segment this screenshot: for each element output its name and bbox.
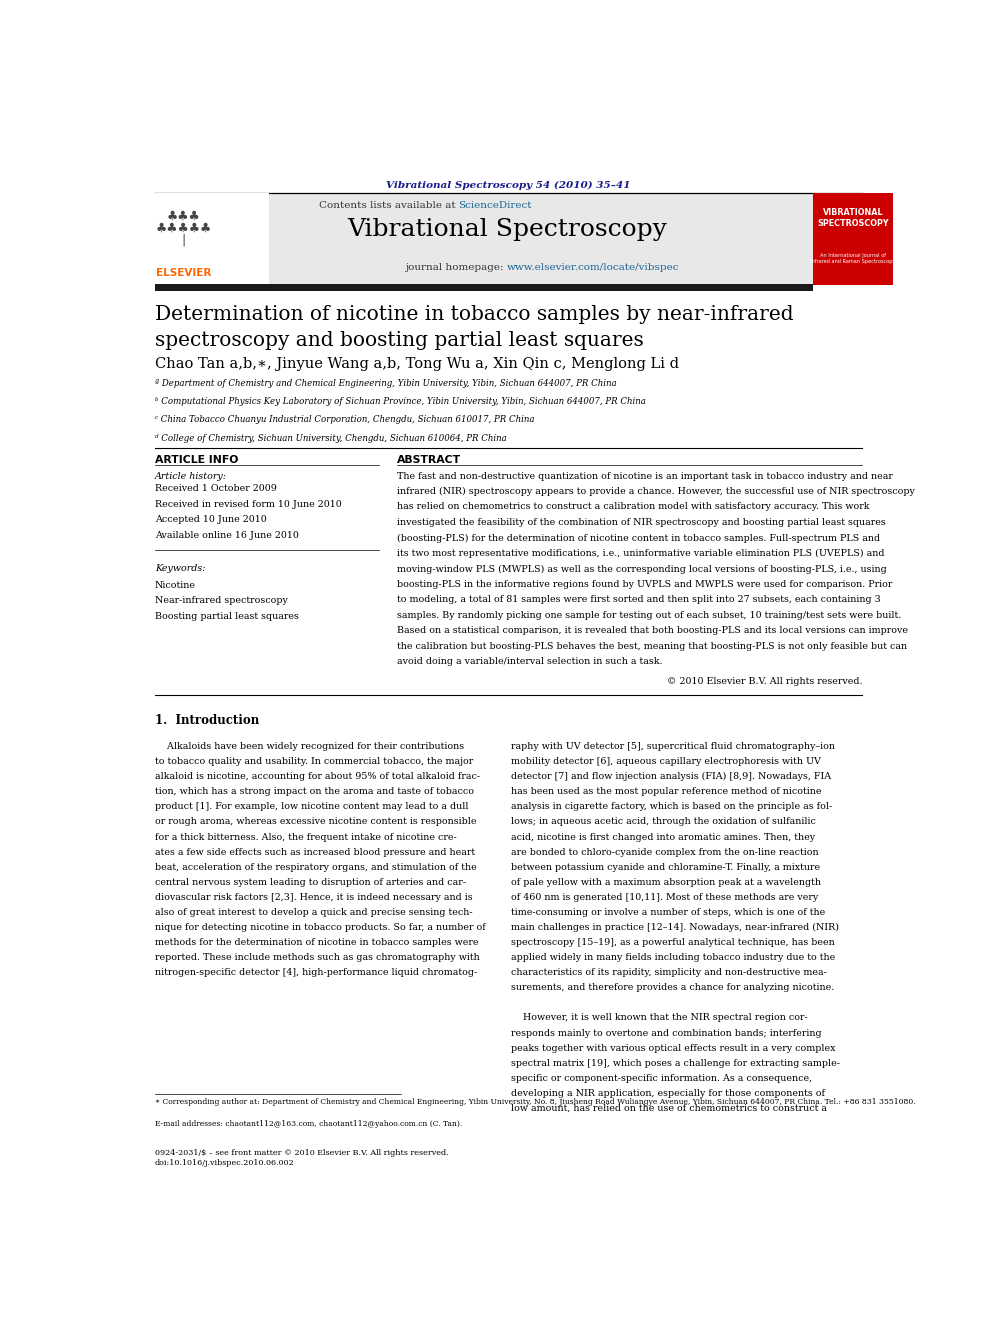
Text: boosting-PLS in the informative regions found by UVPLS and MWPLS were used for c: boosting-PLS in the informative regions … — [397, 579, 892, 589]
Text: Contents lists available at: Contents lists available at — [318, 201, 458, 209]
Text: Article history:: Article history: — [155, 471, 227, 480]
Text: © 2010 Elsevier B.V. All rights reserved.: © 2010 Elsevier B.V. All rights reserved… — [667, 677, 862, 685]
Text: E-mail addresses: chaotant112@163.com, chaotant112@yahoo.com.cn (C. Tan).: E-mail addresses: chaotant112@163.com, c… — [155, 1121, 462, 1129]
Text: raphy with UV detector [5], supercritical fluid chromatography–ion: raphy with UV detector [5], supercritica… — [511, 742, 834, 751]
Text: The fast and non-destructive quantization of nicotine is an important task in to: The fast and non-destructive quantizatio… — [397, 471, 893, 480]
Bar — [155, 193, 269, 284]
Text: surements, and therefore provides a chance for analyzing nicotine.: surements, and therefore provides a chan… — [511, 983, 834, 992]
Text: low amount, has relied on the use of chemometrics to construct a: low amount, has relied on the use of che… — [511, 1103, 826, 1113]
Text: diovascular risk factors [2,3]. Hence, it is indeed necessary and is: diovascular risk factors [2,3]. Hence, i… — [155, 893, 472, 902]
Text: Received in revised form 10 June 2010: Received in revised form 10 June 2010 — [155, 500, 341, 508]
Text: spectral matrix [19], which poses a challenge for extracting sample-: spectral matrix [19], which poses a chal… — [511, 1058, 839, 1068]
Text: the calibration but boosting-PLS behaves the best, meaning that boosting-PLS is : the calibration but boosting-PLS behaves… — [397, 642, 907, 651]
Text: for a thick bitterness. Also, the frequent intake of nicotine cre-: for a thick bitterness. Also, the freque… — [155, 832, 456, 841]
Text: investigated the feasibility of the combination of NIR spectroscopy and boosting: investigated the feasibility of the comb… — [397, 519, 886, 527]
Text: applied widely in many fields including tobacco industry due to the: applied widely in many fields including … — [511, 953, 835, 962]
Text: spectroscopy and boosting partial least squares: spectroscopy and boosting partial least … — [155, 331, 644, 349]
Text: Boosting partial least squares: Boosting partial least squares — [155, 613, 299, 620]
Text: detector [7] and flow injection analysis (FIA) [8,9]. Nowadays, FIA: detector [7] and flow injection analysis… — [511, 773, 831, 782]
Text: ABSTRACT: ABSTRACT — [397, 455, 461, 466]
Text: doi:10.1016/j.vibspec.2010.06.002: doi:10.1016/j.vibspec.2010.06.002 — [155, 1159, 295, 1167]
Text: beat, acceleration of the respiratory organs, and stimulation of the: beat, acceleration of the respiratory or… — [155, 863, 476, 872]
Text: Received 1 October 2009: Received 1 October 2009 — [155, 484, 277, 492]
Text: ♣♣♣
♣♣♣♣♣
  |: ♣♣♣ ♣♣♣♣♣ | — [156, 209, 212, 246]
Bar — [812, 193, 893, 284]
Text: avoid doing a variable/interval selection in such a task.: avoid doing a variable/interval selectio… — [397, 658, 663, 667]
Text: journal homepage:: journal homepage: — [405, 263, 507, 273]
Text: ᵇ Computational Physics Key Laboratory of Sichuan Province, Yibin University, Yi: ᵇ Computational Physics Key Laboratory o… — [155, 397, 646, 406]
Text: nique for detecting nicotine in tobacco products. So far, a number of: nique for detecting nicotine in tobacco … — [155, 923, 485, 931]
Text: ScienceDirect: ScienceDirect — [458, 201, 532, 209]
Text: Vibrational Spectroscopy 54 (2010) 35–41: Vibrational Spectroscopy 54 (2010) 35–41 — [386, 181, 631, 191]
Text: also of great interest to develop a quick and precise sensing tech-: also of great interest to develop a quic… — [155, 908, 472, 917]
Text: Chao Tan a,b,∗, Jinyue Wang a,b, Tong Wu a, Xin Qin c, Menglong Li d: Chao Tan a,b,∗, Jinyue Wang a,b, Tong Wu… — [155, 357, 679, 372]
Text: 0924-2031/$ – see front matter © 2010 Elsevier B.V. All rights reserved.: 0924-2031/$ – see front matter © 2010 El… — [155, 1148, 448, 1156]
Text: Determination of nicotine in tobacco samples by near-infrared: Determination of nicotine in tobacco sam… — [155, 306, 794, 324]
Text: specific or component-specific information. As a consequence,: specific or component-specific informati… — [511, 1074, 811, 1082]
Text: to tobacco quality and usability. In commercial tobacco, the major: to tobacco quality and usability. In com… — [155, 757, 473, 766]
Text: spectroscopy [15–19], as a powerful analytical technique, has been: spectroscopy [15–19], as a powerful anal… — [511, 938, 834, 947]
Text: However, it is well known that the NIR spectral region cor-: However, it is well known that the NIR s… — [511, 1013, 807, 1023]
Text: Near-infrared spectroscopy: Near-infrared spectroscopy — [155, 597, 288, 606]
Text: of pale yellow with a maximum absorption peak at a wavelength: of pale yellow with a maximum absorption… — [511, 877, 820, 886]
Text: mobility detector [6], aqueous capillary electrophoresis with UV: mobility detector [6], aqueous capillary… — [511, 757, 820, 766]
Text: ∗ Corresponding author at: Department of Chemistry and Chemical Engineering, Yib: ∗ Corresponding author at: Department of… — [155, 1098, 916, 1106]
Text: between potassium cyanide and chloramine-T. Finally, a mixture: between potassium cyanide and chloramine… — [511, 863, 819, 872]
Text: samples. By randomly picking one sample for testing out of each subset, 10 train: samples. By randomly picking one sample … — [397, 611, 901, 620]
Text: its two most representative modifications, i.e., uninformative variable eliminat: its two most representative modification… — [397, 549, 885, 558]
Text: ARTICLE INFO: ARTICLE INFO — [155, 455, 238, 466]
Text: Available online 16 June 2010: Available online 16 June 2010 — [155, 531, 299, 540]
Text: www.elsevier.com/locate/vibspec: www.elsevier.com/locate/vibspec — [507, 263, 680, 273]
Text: responds mainly to overtone and combination bands; interfering: responds mainly to overtone and combinat… — [511, 1028, 821, 1037]
Text: An International Journal of
Infrared and Raman Spectroscopy: An International Journal of Infrared and… — [810, 253, 896, 265]
Text: product [1]. For example, low nicotine content may lead to a dull: product [1]. For example, low nicotine c… — [155, 802, 468, 811]
Text: peaks together with various optical effects result in a very complex: peaks together with various optical effe… — [511, 1044, 835, 1053]
Text: ates a few side effects such as increased blood pressure and heart: ates a few side effects such as increase… — [155, 848, 475, 856]
Text: Based on a statistical comparison, it is revealed that both boosting-PLS and its: Based on a statistical comparison, it is… — [397, 626, 908, 635]
Text: are bonded to chloro-cyanide complex from the on-line reaction: are bonded to chloro-cyanide complex fro… — [511, 848, 818, 856]
Text: lows; in aqueous acetic acid, through the oxidation of sulfanilic: lows; in aqueous acetic acid, through th… — [511, 818, 815, 827]
Text: (boosting-PLS) for the determination of nicotine content in tobacco samples. Ful: (boosting-PLS) for the determination of … — [397, 533, 880, 542]
Text: alkaloid is nicotine, accounting for about 95% of total alkaloid frac-: alkaloid is nicotine, accounting for abo… — [155, 773, 480, 781]
Text: ᵈ College of Chemistry, Sichuan University, Chengdu, Sichuan 610064, PR China: ᵈ College of Chemistry, Sichuan Universi… — [155, 434, 507, 443]
Text: methods for the determination of nicotine in tobacco samples were: methods for the determination of nicotin… — [155, 938, 478, 947]
Bar — [155, 193, 812, 284]
Text: developing a NIR application, especially for those components of: developing a NIR application, especially… — [511, 1089, 824, 1098]
Text: Alkaloids have been widely recognized for their contributions: Alkaloids have been widely recognized fo… — [155, 742, 464, 751]
Text: Keywords:: Keywords: — [155, 564, 205, 573]
Text: central nervous system leading to disruption of arteries and car-: central nervous system leading to disrup… — [155, 877, 466, 886]
Text: tion, which has a strong impact on the aroma and taste of tobacco: tion, which has a strong impact on the a… — [155, 787, 474, 796]
Text: infrared (NIR) spectroscopy appears to provide a chance. However, the successful: infrared (NIR) spectroscopy appears to p… — [397, 487, 915, 496]
Text: ELSEVIER: ELSEVIER — [157, 267, 211, 278]
Text: has relied on chemometrics to construct a calibration model with satisfactory ac: has relied on chemometrics to construct … — [397, 503, 869, 512]
Text: time-consuming or involve a number of steps, which is one of the: time-consuming or involve a number of st… — [511, 908, 825, 917]
Text: 1.  Introduction: 1. Introduction — [155, 713, 259, 726]
Text: to modeling, a total of 81 samples were first sorted and then split into 27 subs: to modeling, a total of 81 samples were … — [397, 595, 881, 605]
Text: Vibrational Spectroscopy: Vibrational Spectroscopy — [347, 217, 667, 241]
Text: Nicotine: Nicotine — [155, 581, 195, 590]
Text: moving-window PLS (MWPLS) as well as the corresponding local versions of boostin: moving-window PLS (MWPLS) as well as the… — [397, 565, 887, 574]
Text: analysis in cigarette factory, which is based on the principle as fol-: analysis in cigarette factory, which is … — [511, 802, 832, 811]
Text: ᶜ China Tobacco Chuanyu Industrial Corporation, Chengdu, Sichuan 610017, PR Chin: ᶜ China Tobacco Chuanyu Industrial Corpo… — [155, 415, 535, 425]
Bar — [155, 284, 812, 291]
Text: Accepted 10 June 2010: Accepted 10 June 2010 — [155, 515, 267, 524]
Text: characteristics of its rapidity, simplicity and non-destructive mea-: characteristics of its rapidity, simplic… — [511, 968, 826, 978]
Text: reported. These include methods such as gas chromatography with: reported. These include methods such as … — [155, 953, 479, 962]
Text: VIBRATIONAL
SPECTROSCOPY: VIBRATIONAL SPECTROSCOPY — [817, 208, 889, 228]
Text: ª Department of Chemistry and Chemical Engineering, Yibin University, Yibin, Sic: ª Department of Chemistry and Chemical E… — [155, 378, 616, 388]
Text: main challenges in practice [12–14]. Nowadays, near-infrared (NIR): main challenges in practice [12–14]. Now… — [511, 923, 838, 933]
Text: acid, nicotine is first changed into aromatic amines. Then, they: acid, nicotine is first changed into aro… — [511, 832, 814, 841]
Text: or rough aroma, whereas excessive nicotine content is responsible: or rough aroma, whereas excessive nicoti… — [155, 818, 476, 827]
Text: has been used as the most popular reference method of nicotine: has been used as the most popular refere… — [511, 787, 821, 796]
Text: nitrogen-specific detector [4], high-performance liquid chromatog-: nitrogen-specific detector [4], high-per… — [155, 968, 477, 978]
Text: of 460 nm is generated [10,11]. Most of these methods are very: of 460 nm is generated [10,11]. Most of … — [511, 893, 818, 902]
